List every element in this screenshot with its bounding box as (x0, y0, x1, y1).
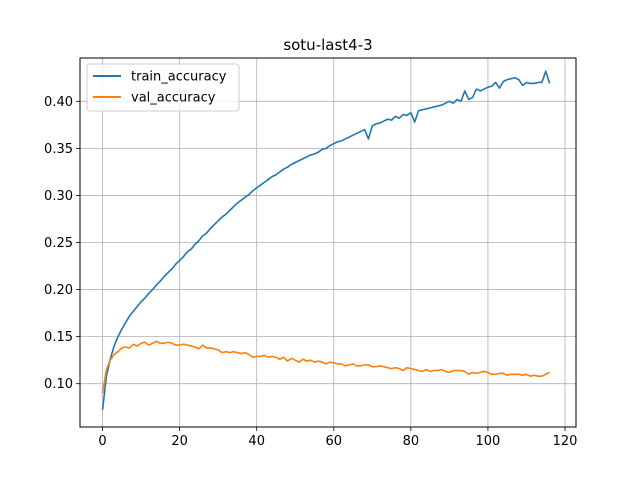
x-tick-label: 0 (98, 434, 106, 449)
legend-frame (86, 63, 240, 112)
chart-title: sotu-last4-3 (283, 36, 372, 54)
series-line-val-accuracy (101, 340, 550, 394)
y-tick-label: 0.30 (44, 189, 73, 204)
series-line-train-accuracy (101, 70, 551, 411)
x-tick-label: 40 (248, 434, 265, 449)
tick-layer: 0 20 40 60 80 100 120 0.10 0.15 0.20 0.25 0.30 0.35 0… (44, 95, 577, 449)
y-tick-label: 0.35 (44, 142, 73, 157)
grid-layer (80, 58, 576, 427)
x-tick-label: 20 (171, 434, 188, 449)
series-layer (101, 70, 551, 411)
x-tick-label: 60 (326, 434, 343, 449)
legend-label-train-accuracy: train_accuracy (131, 70, 227, 85)
legend-label-val-accuracy: val_accuracy (131, 91, 216, 106)
y-tick-label: 0.10 (44, 377, 73, 392)
y-tick-label: 0.15 (44, 330, 73, 345)
x-tick-label: 120 (553, 434, 578, 449)
x-tick-label: 100 (476, 434, 501, 449)
legend: train_accuracy val_accuracy (86, 63, 240, 112)
y-tick-label: 0.40 (44, 95, 73, 110)
y-tick-label: 0.25 (44, 236, 73, 251)
x-tick-label: 80 (403, 434, 420, 449)
y-tick-label: 0.20 (44, 283, 73, 298)
